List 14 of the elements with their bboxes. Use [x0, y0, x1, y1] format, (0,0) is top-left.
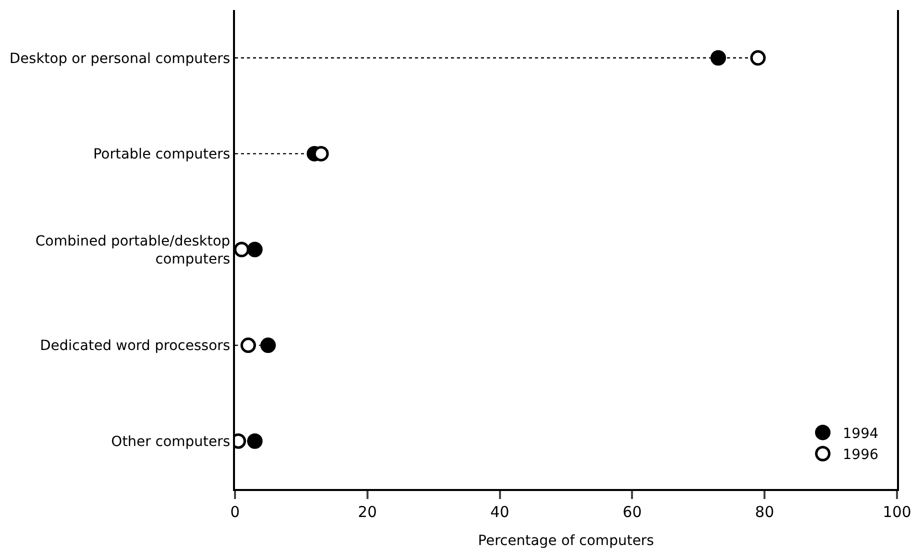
y-tick-label: Dedicated word processors	[40, 338, 230, 354]
legend-label: 1996	[842, 447, 878, 464]
x-tick-label: 40	[490, 503, 510, 521]
x-tick-label: 100	[882, 503, 912, 521]
x-tick-label: 80	[755, 503, 774, 521]
x-tick-label: 0	[230, 503, 240, 521]
x-axis-title: Percentage of computers	[478, 532, 654, 549]
y-tick-label: Other computers	[111, 434, 230, 450]
y-tick-label: Combined portable/desktop computers	[35, 233, 230, 268]
x-tick-label: 20	[358, 503, 377, 521]
x-tick-label: 60	[622, 503, 642, 521]
legend-label: 1994	[842, 426, 878, 442]
y-tick-label: Portable computers	[93, 146, 230, 163]
y-tick-label: Desktop or personal computers	[10, 50, 230, 67]
